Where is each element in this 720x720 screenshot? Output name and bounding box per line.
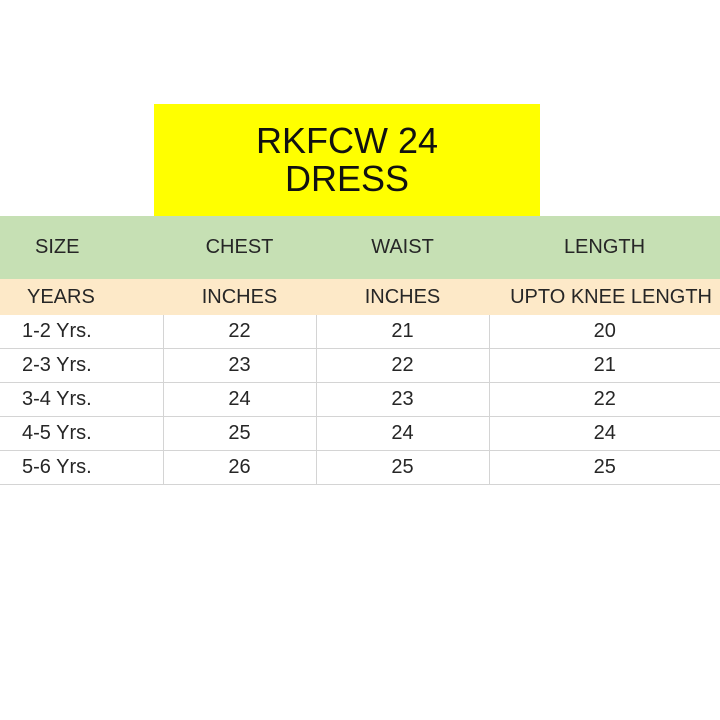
- unit-size: YEARS: [0, 279, 163, 315]
- table-row: 3-4 Yrs. 24 23 22: [0, 382, 720, 417]
- header-length: LENGTH: [489, 216, 720, 279]
- waist-cell: 25: [315, 450, 489, 485]
- size-cell: 2-3 Yrs.: [0, 348, 163, 383]
- header-size: SIZE: [0, 216, 163, 279]
- size-cell: 5-6 Yrs.: [0, 450, 163, 485]
- header-waist: WAIST: [316, 216, 489, 279]
- header-row: SIZE CHEST WAIST LENGTH: [0, 216, 720, 279]
- header-chest: CHEST: [163, 216, 316, 279]
- waist-cell: 21: [315, 315, 489, 349]
- length-cell: 20: [488, 315, 720, 349]
- length-cell: 21: [488, 348, 720, 383]
- unit-length: UPTO KNEE LENGTH: [489, 279, 720, 315]
- length-cell: 25: [488, 450, 720, 485]
- size-cell: 4-5 Yrs.: [0, 416, 163, 451]
- chest-cell: 23: [162, 348, 316, 383]
- waist-cell: 22: [315, 348, 489, 383]
- table-row: 4-5 Yrs. 25 24 24: [0, 416, 720, 451]
- title-product-code: RKFCW 24: [255, 120, 439, 161]
- title-banner: RKFCW 24 DRESS: [154, 104, 540, 216]
- size-cell: 3-4 Yrs.: [0, 382, 163, 417]
- unit-waist: INCHES: [316, 279, 489, 315]
- size-chart-table: SIZE CHEST WAIST LENGTH YEARS INCHES INC…: [0, 216, 720, 485]
- table-row: 5-6 Yrs. 26 25 25: [0, 450, 720, 485]
- chest-cell: 24: [162, 382, 316, 417]
- unit-row: YEARS INCHES INCHES UPTO KNEE LENGTH: [0, 279, 720, 315]
- table-row: 1-2 Yrs. 22 21 20: [0, 315, 720, 349]
- title-product-type: DRESS: [284, 158, 410, 199]
- chest-cell: 22: [162, 315, 316, 349]
- table-row: 2-3 Yrs. 23 22 21: [0, 348, 720, 383]
- waist-cell: 24: [315, 416, 489, 451]
- length-cell: 24: [488, 416, 720, 451]
- unit-chest: INCHES: [163, 279, 316, 315]
- length-cell: 22: [488, 382, 720, 417]
- waist-cell: 23: [315, 382, 489, 417]
- size-cell: 1-2 Yrs.: [0, 315, 163, 349]
- chest-cell: 25: [162, 416, 316, 451]
- chest-cell: 26: [162, 450, 316, 485]
